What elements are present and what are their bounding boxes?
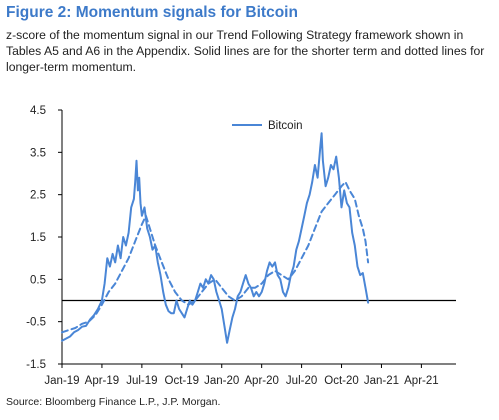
x-tick-label: Jan-19 <box>44 375 79 387</box>
figure-title: Figure 2: Momentum signals for Bitcoin <box>6 4 298 21</box>
series-line-solid <box>61 132 370 344</box>
series-line-dotted <box>61 181 370 334</box>
x-tick-label: Jan-20 <box>204 375 239 387</box>
y-axis: 4.5 3.5 2.5 1.5 0.5 -0.5 -1.5 <box>26 105 63 371</box>
y-tick-label: 2.5 <box>30 190 46 202</box>
x-tick-label: Oct-19 <box>165 375 200 387</box>
y-tick-label: 3.5 <box>30 147 46 159</box>
figure-subtitle: z-score of the momentum signal in our Tr… <box>6 28 485 74</box>
x-tick-label: Apr-21 <box>404 375 439 387</box>
figure-source: Source: Bloomberg Finance L.P., J.P. Mor… <box>6 396 221 408</box>
x-tick-label: Oct-20 <box>324 375 359 387</box>
x-tick-label: Jan-21 <box>364 375 399 387</box>
x-tick-label: Jul-20 <box>286 375 317 387</box>
y-tick-label: -1.5 <box>26 359 46 371</box>
legend-label: Bitcoin <box>268 120 303 132</box>
y-tick-label: 0.5 <box>30 274 46 286</box>
series-lines <box>61 132 370 344</box>
y-tick-label: 4.5 <box>30 105 46 117</box>
y-tick-label: -0.5 <box>26 317 46 329</box>
x-tick-label: Jul-19 <box>126 375 157 387</box>
legend: Bitcoin <box>232 120 303 132</box>
x-tick-label: Apr-20 <box>244 375 279 387</box>
x-axis: Jan-19 Apr-19 Jul-19 Oct-19 Jan-20 Apr-20 Jul-… <box>44 363 456 387</box>
y-tick-label: 1.5 <box>30 232 46 244</box>
x-tick-label: Apr-19 <box>85 375 120 387</box>
